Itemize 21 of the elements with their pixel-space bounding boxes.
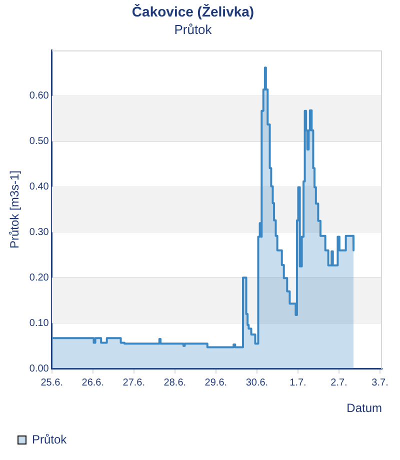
- x-axis-title: Datum: [346, 401, 382, 416]
- x-tick-label: 29.6.: [204, 377, 228, 388]
- x-tick-label: 30.6.: [246, 377, 268, 388]
- y-axis-title: Průtok [m3s-1]: [8, 170, 22, 249]
- y-tick-label: 0.00: [29, 363, 50, 374]
- y-tick-label: 0.50: [29, 136, 50, 148]
- x-tick-label: 26.6.: [82, 377, 104, 388]
- x-tick-label: 27.6.: [122, 377, 146, 388]
- y-tick-label: 0.30: [29, 226, 50, 238]
- y-tick-label: 0.20: [29, 272, 50, 284]
- y-tick-label: 0.10: [29, 318, 50, 329]
- x-tick-label: 2.7.: [330, 377, 348, 388]
- legend-label: Průtok: [32, 432, 68, 446]
- y-tick-label: 0.40: [29, 182, 50, 193]
- y-tick-label: 0.60: [29, 90, 50, 102]
- x-tick-label: 3.7.: [372, 377, 388, 388]
- x-tick-label: 25.6.: [40, 377, 63, 388]
- x-tick-label: 28.6.: [164, 377, 186, 388]
- chart-title: Čakovice (Želivka): [132, 3, 254, 20]
- x-tick-label: 1.7.: [290, 377, 306, 388]
- chart-subtitle: Průtok: [174, 22, 212, 38]
